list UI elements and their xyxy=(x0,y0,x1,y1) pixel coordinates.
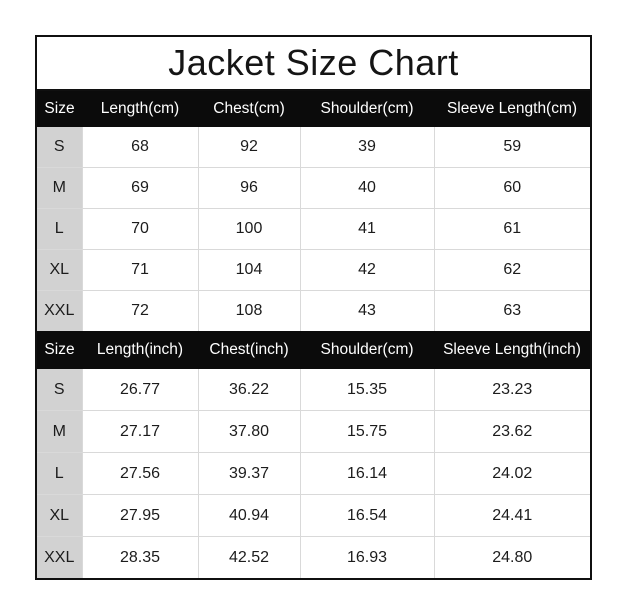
table-row: M 69 96 40 60 xyxy=(37,167,590,209)
table-row: L 70 100 41 61 xyxy=(37,208,590,250)
measurement-value-cell: 63 xyxy=(433,290,590,331)
table-row: XXL 28.35 42.52 16.93 24.80 xyxy=(37,536,590,578)
measurement-value-cell: 100 xyxy=(197,208,301,250)
measurement-value-cell: 15.35 xyxy=(299,369,435,411)
measurement-value-cell: 61 xyxy=(433,208,590,250)
column-header: Chest(inch) xyxy=(198,331,300,369)
measurement-value-cell: 39.37 xyxy=(197,452,301,495)
measurement-value-cell: 92 xyxy=(197,127,301,168)
measurement-value-cell: 42.52 xyxy=(197,536,301,578)
column-header: Size xyxy=(37,331,82,369)
measurement-value-cell: 42 xyxy=(299,249,435,291)
table-row: L 27.56 39.37 16.14 24.02 xyxy=(37,452,590,495)
measurement-value-cell: 37.80 xyxy=(197,410,301,453)
column-header: Size xyxy=(37,91,82,127)
size-label-cell: XL xyxy=(37,249,83,291)
size-label-cell: M xyxy=(37,167,83,209)
column-header: Sleeve Length(cm) xyxy=(434,91,590,127)
size-label-cell: S xyxy=(37,369,83,411)
size-label-cell: S xyxy=(37,127,83,168)
table-row: XXL 72 108 43 63 xyxy=(37,290,590,331)
measurement-value-cell: 60 xyxy=(433,167,590,209)
measurement-value-cell: 40 xyxy=(299,167,435,209)
measurement-value-cell: 27.17 xyxy=(81,410,199,453)
measurement-value-cell: 40.94 xyxy=(197,494,301,537)
size-label-cell: XXL xyxy=(37,290,83,331)
column-header: Shoulder(cm) xyxy=(300,331,434,369)
size-chart-panel: Jacket Size Chart Size Length(cm) Chest(cm… xyxy=(35,35,592,580)
size-label-cell: XXL xyxy=(37,536,83,578)
size-table-cm-body: S 68 92 39 59 M 69 96 40 60 L 70 100 41 61 XL 71 104 42 62 X… xyxy=(37,127,590,331)
measurement-value-cell: 96 xyxy=(197,167,301,209)
measurement-value-cell: 16.14 xyxy=(299,452,435,495)
size-table-inch-body: S 26.77 36.22 15.35 23.23 M 27.17 37.80 15.75 23.… xyxy=(37,369,590,578)
measurement-value-cell: 27.56 xyxy=(81,452,199,495)
table-row: S 26.77 36.22 15.35 23.23 xyxy=(37,369,590,411)
size-table-cm: Size Length(cm) Chest(cm) Shoulder(cm) Sleev… xyxy=(37,91,590,331)
measurement-value-cell: 71 xyxy=(81,249,199,291)
measurement-value-cell: 104 xyxy=(197,249,301,291)
column-header: Chest(cm) xyxy=(198,91,300,127)
measurement-value-cell: 24.80 xyxy=(433,536,590,578)
measurement-value-cell: 24.41 xyxy=(433,494,590,537)
table-row: M 27.17 37.80 15.75 23.62 xyxy=(37,410,590,453)
measurement-value-cell: 72 xyxy=(81,290,199,331)
table-row: S 68 92 39 59 xyxy=(37,127,590,168)
measurement-value-cell: 16.54 xyxy=(299,494,435,537)
measurement-value-cell: 26.77 xyxy=(81,369,199,411)
column-header: Length(cm) xyxy=(82,91,198,127)
measurement-value-cell: 15.75 xyxy=(299,410,435,453)
measurement-value-cell: 16.93 xyxy=(299,536,435,578)
size-label-cell: XL xyxy=(37,494,83,537)
measurement-value-cell: 23.23 xyxy=(433,369,590,411)
measurement-value-cell: 43 xyxy=(299,290,435,331)
measurement-value-cell: 39 xyxy=(299,127,435,168)
size-label-cell: L xyxy=(37,452,83,495)
measurement-value-cell: 28.35 xyxy=(81,536,199,578)
table-row: XL 71 104 42 62 xyxy=(37,249,590,291)
size-table-cm-header: Size Length(cm) Chest(cm) Shoulder(cm) Sleev… xyxy=(37,91,590,127)
measurement-value-cell: 69 xyxy=(81,167,199,209)
size-label-cell: L xyxy=(37,208,83,250)
measurement-value-cell: 27.95 xyxy=(81,494,199,537)
measurement-value-cell: 36.22 xyxy=(197,369,301,411)
size-table-inch: Size Length(inch) Chest(inch) Shoulder(cm) S… xyxy=(37,331,590,578)
measurement-value-cell: 70 xyxy=(81,208,199,250)
chart-title-bar: Jacket Size Chart xyxy=(37,37,590,91)
measurement-value-cell: 62 xyxy=(433,249,590,291)
size-label-cell: M xyxy=(37,410,83,453)
measurement-value-cell: 68 xyxy=(81,127,199,168)
measurement-value-cell: 24.02 xyxy=(433,452,590,495)
size-table-inch-header: Size Length(inch) Chest(inch) Shoulder(cm) S… xyxy=(37,331,590,369)
column-header: Shoulder(cm) xyxy=(300,91,434,127)
measurement-value-cell: 23.62 xyxy=(433,410,590,453)
header-row: Size Length(inch) Chest(inch) Shoulder(cm) S… xyxy=(37,331,590,369)
column-header: Length(inch) xyxy=(82,331,198,369)
measurement-value-cell: 108 xyxy=(197,290,301,331)
column-header: Sleeve Length(inch) xyxy=(434,331,590,369)
header-row: Size Length(cm) Chest(cm) Shoulder(cm) Sleev… xyxy=(37,91,590,127)
chart-title: Jacket Size Chart xyxy=(168,42,459,83)
measurement-value-cell: 59 xyxy=(433,127,590,168)
table-row: XL 27.95 40.94 16.54 24.41 xyxy=(37,494,590,537)
measurement-value-cell: 41 xyxy=(299,208,435,250)
